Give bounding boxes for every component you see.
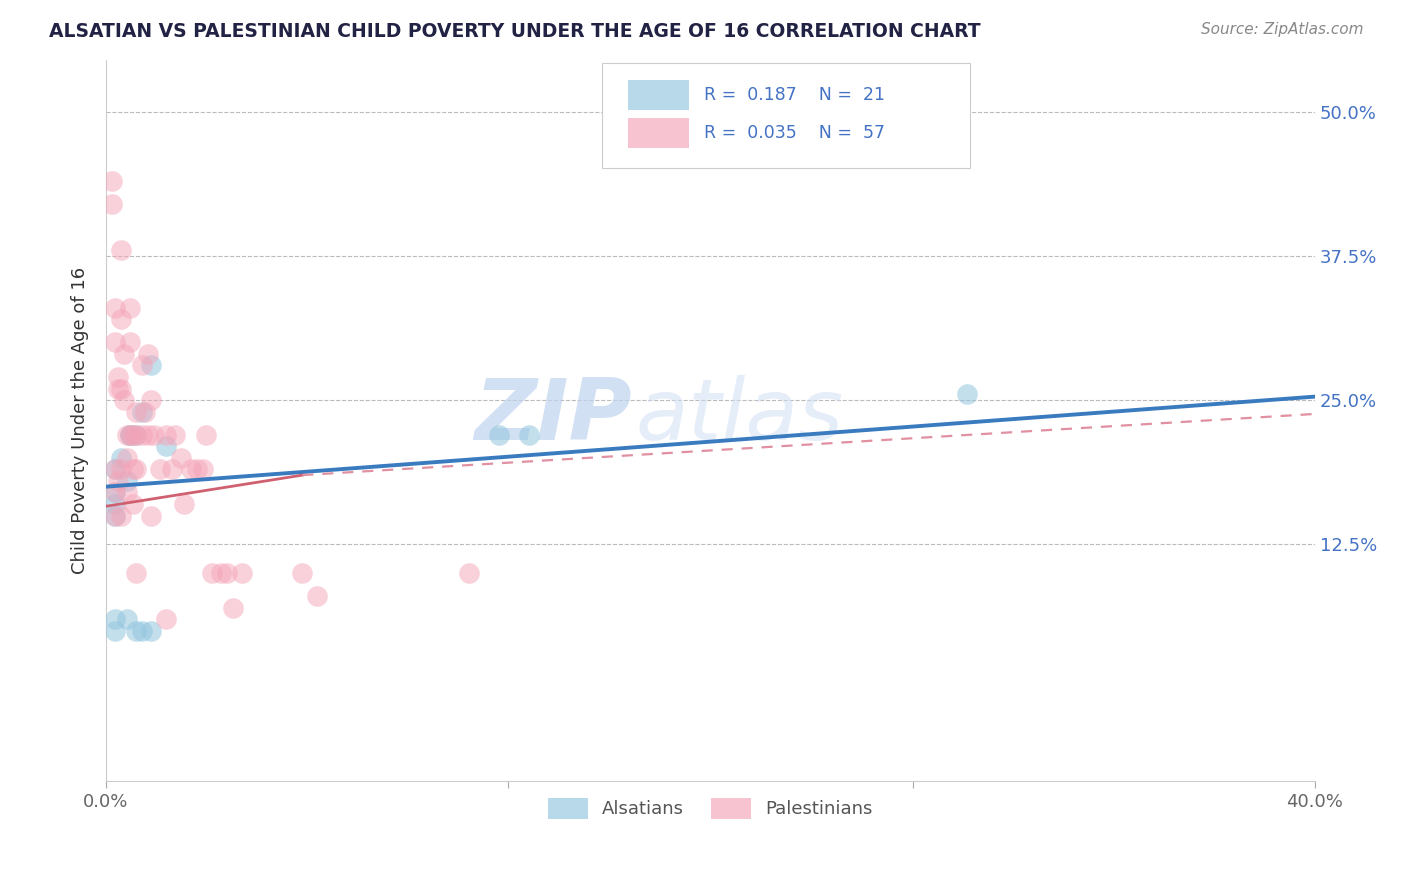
Point (215, 566, 238, 581)
Point (125, 427, 148, 442)
Point (115, 450, 138, 465)
Point (120, 427, 142, 442)
Point (101, 197, 124, 211)
Point (104, 462, 127, 476)
Point (107, 382, 129, 396)
Point (173, 497, 195, 511)
Point (112, 347, 135, 361)
Point (110, 508, 132, 523)
Point (457, 566, 479, 581)
Text: R =  0.035    N =  57: R = 0.035 N = 57 (704, 124, 886, 142)
Point (125, 566, 148, 581)
Point (186, 462, 208, 476)
Point (122, 427, 145, 442)
Point (120, 427, 142, 442)
Point (131, 359, 153, 373)
Point (104, 462, 127, 476)
Point (488, 427, 510, 442)
Point (170, 450, 193, 465)
Point (155, 439, 177, 453)
Point (141, 508, 163, 523)
Point (165, 427, 187, 442)
Bar (628, 79, 689, 110)
Point (120, 427, 142, 442)
Point (101, 174, 124, 188)
Point (112, 393, 135, 408)
Point (115, 474, 138, 488)
Point (141, 624, 163, 638)
Point (110, 382, 132, 396)
Point (110, 312, 132, 326)
Point (115, 427, 138, 442)
Legend: Alsatians, Palestinians: Alsatians, Palestinians (541, 791, 880, 826)
Point (131, 427, 153, 442)
Point (110, 450, 132, 465)
Point (131, 404, 153, 418)
Point (120, 301, 142, 315)
Point (231, 566, 253, 581)
Point (104, 485, 127, 500)
Point (201, 566, 224, 581)
Y-axis label: Child Poverty Under the Age of 16: Child Poverty Under the Age of 16 (72, 267, 89, 574)
Point (115, 612, 138, 626)
Point (104, 624, 127, 638)
Text: Source: ZipAtlas.com: Source: ZipAtlas.com (1201, 22, 1364, 37)
Point (104, 335, 127, 350)
Point (141, 359, 163, 373)
Point (149, 462, 172, 476)
Point (155, 612, 177, 626)
Point (122, 497, 145, 511)
Point (107, 474, 129, 488)
Point (110, 462, 132, 476)
Point (120, 335, 142, 350)
Point (125, 427, 148, 442)
Point (125, 462, 148, 476)
Point (125, 404, 148, 418)
Point (143, 427, 166, 442)
Point (162, 462, 184, 476)
Point (110, 243, 132, 257)
Point (291, 566, 314, 581)
Text: ALSATIAN VS PALESTINIAN CHILD POVERTY UNDER THE AGE OF 16 CORRELATION CHART: ALSATIAN VS PALESTINIAN CHILD POVERTY UN… (49, 22, 981, 41)
Point (104, 508, 127, 523)
Text: atlas: atlas (636, 376, 844, 458)
Point (104, 612, 127, 626)
Point (222, 600, 245, 615)
Point (191, 462, 214, 476)
FancyBboxPatch shape (602, 63, 970, 168)
Point (209, 566, 232, 581)
Point (155, 427, 177, 442)
Point (104, 497, 127, 511)
Point (136, 347, 159, 361)
Text: ZIP: ZIP (474, 376, 631, 458)
Point (141, 393, 163, 408)
Point (517, 427, 540, 442)
Text: R =  0.187    N =  21: R = 0.187 N = 21 (704, 86, 886, 104)
Point (115, 485, 138, 500)
Point (131, 624, 153, 638)
Point (104, 485, 127, 500)
Bar (628, 118, 689, 148)
Point (107, 370, 129, 384)
Point (134, 404, 156, 418)
Point (104, 301, 127, 315)
Point (125, 624, 148, 638)
Point (104, 508, 127, 523)
Point (136, 427, 159, 442)
Point (956, 387, 979, 401)
Point (194, 427, 217, 442)
Point (307, 590, 329, 604)
Point (122, 462, 145, 476)
Point (180, 462, 202, 476)
